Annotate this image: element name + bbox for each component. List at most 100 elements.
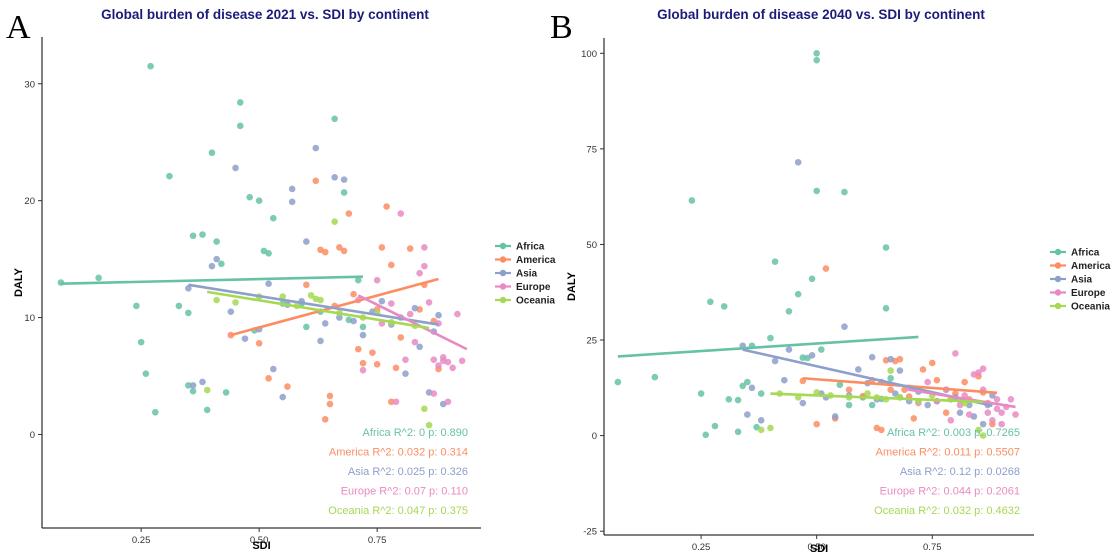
data-point <box>203 406 211 414</box>
data-point <box>312 144 320 152</box>
legend-marker <box>499 283 507 290</box>
data-point <box>845 401 853 409</box>
data-point <box>942 409 950 416</box>
data-point <box>1007 395 1015 403</box>
data-point <box>928 359 936 367</box>
panel-letter: A <box>6 9 31 46</box>
data-point <box>189 232 197 240</box>
data-point <box>421 262 428 270</box>
data-point <box>882 244 890 251</box>
y-tick-label: 25 <box>586 336 597 347</box>
stat-label-america: America R^2: 0.011 p: 0.5507 <box>876 447 1020 459</box>
data-point <box>222 389 230 396</box>
data-point <box>887 374 894 382</box>
data-point <box>984 409 992 416</box>
data-point <box>785 346 793 353</box>
data-point <box>241 335 249 342</box>
data-point <box>288 198 296 206</box>
data-point <box>199 231 206 238</box>
data-point <box>882 304 890 312</box>
fit-line-europe <box>357 294 468 351</box>
data-point <box>350 317 357 325</box>
y-tick-label: 50 <box>586 240 597 251</box>
data-point <box>369 349 376 356</box>
data-point <box>822 265 830 272</box>
x-axis-label: SDI <box>252 540 270 552</box>
series-africa <box>57 62 367 416</box>
data-point <box>993 405 1001 413</box>
panel-letter: B <box>550 9 573 46</box>
legend-marker <box>1054 289 1062 296</box>
data-point <box>887 355 894 363</box>
stat-label-asia: Asia R^2: 0.12 p: 0.0268 <box>900 466 1020 478</box>
data-point <box>378 297 386 305</box>
data-point <box>312 177 320 185</box>
data-point <box>255 339 263 347</box>
data-point <box>378 244 386 251</box>
data-point <box>439 354 447 361</box>
data-point <box>808 275 816 283</box>
data-point <box>430 356 438 363</box>
data-point <box>725 395 733 403</box>
data-point <box>841 323 848 330</box>
data-point <box>887 367 894 374</box>
data-point <box>95 274 102 282</box>
data-point <box>326 400 334 408</box>
data-point <box>421 405 428 413</box>
data-point <box>137 338 145 346</box>
x-tick-label: 0.75 <box>923 542 942 553</box>
data-point <box>331 115 338 123</box>
legend-marker <box>499 269 507 277</box>
data-point <box>354 345 362 353</box>
data-point <box>781 376 788 384</box>
data-point <box>794 290 802 298</box>
fit-line-asia <box>188 283 439 326</box>
data-point <box>213 255 220 263</box>
data-point <box>185 309 192 317</box>
data-point <box>265 375 272 382</box>
data-point <box>321 248 329 256</box>
data-point <box>151 408 159 416</box>
data-point <box>411 304 419 312</box>
data-point <box>739 382 747 390</box>
data-point <box>133 302 140 310</box>
chart-title: Global burden of disease 2021 vs. SDI by… <box>101 7 429 22</box>
data-point <box>651 373 659 381</box>
series-america <box>799 265 996 434</box>
data-point <box>1012 411 1019 418</box>
data-point <box>265 249 272 257</box>
stat-label-africa: Africa R^2: 0.003 p: 0.7265 <box>887 427 1020 439</box>
data-point <box>702 431 710 439</box>
data-point <box>203 386 211 394</box>
data-point <box>270 365 277 373</box>
data-point <box>189 387 197 395</box>
series-america <box>227 177 442 423</box>
data-point <box>794 158 802 166</box>
data-point <box>744 378 751 386</box>
y-tick-label: 10 <box>24 313 35 324</box>
data-point <box>199 378 206 386</box>
legend-label: Asia <box>516 269 538 280</box>
data-point <box>734 428 742 436</box>
data-point <box>771 357 779 365</box>
data-point <box>757 426 765 434</box>
data-point <box>279 393 287 401</box>
data-point <box>142 370 150 377</box>
data-point <box>454 310 461 318</box>
data-point <box>166 172 173 180</box>
legend-marker <box>1054 262 1062 269</box>
data-point <box>975 369 982 376</box>
series-europe <box>354 210 466 406</box>
fit-line-africa <box>617 335 919 358</box>
data-point <box>430 390 438 397</box>
data-point <box>421 244 428 251</box>
fit-line-africa <box>60 275 364 285</box>
data-point <box>952 350 959 357</box>
series-asia <box>185 144 447 408</box>
data-point <box>910 415 918 422</box>
data-point <box>321 320 329 327</box>
data-point <box>757 390 765 397</box>
data-point <box>279 293 287 300</box>
data-point <box>845 386 853 394</box>
data-point <box>321 415 329 423</box>
